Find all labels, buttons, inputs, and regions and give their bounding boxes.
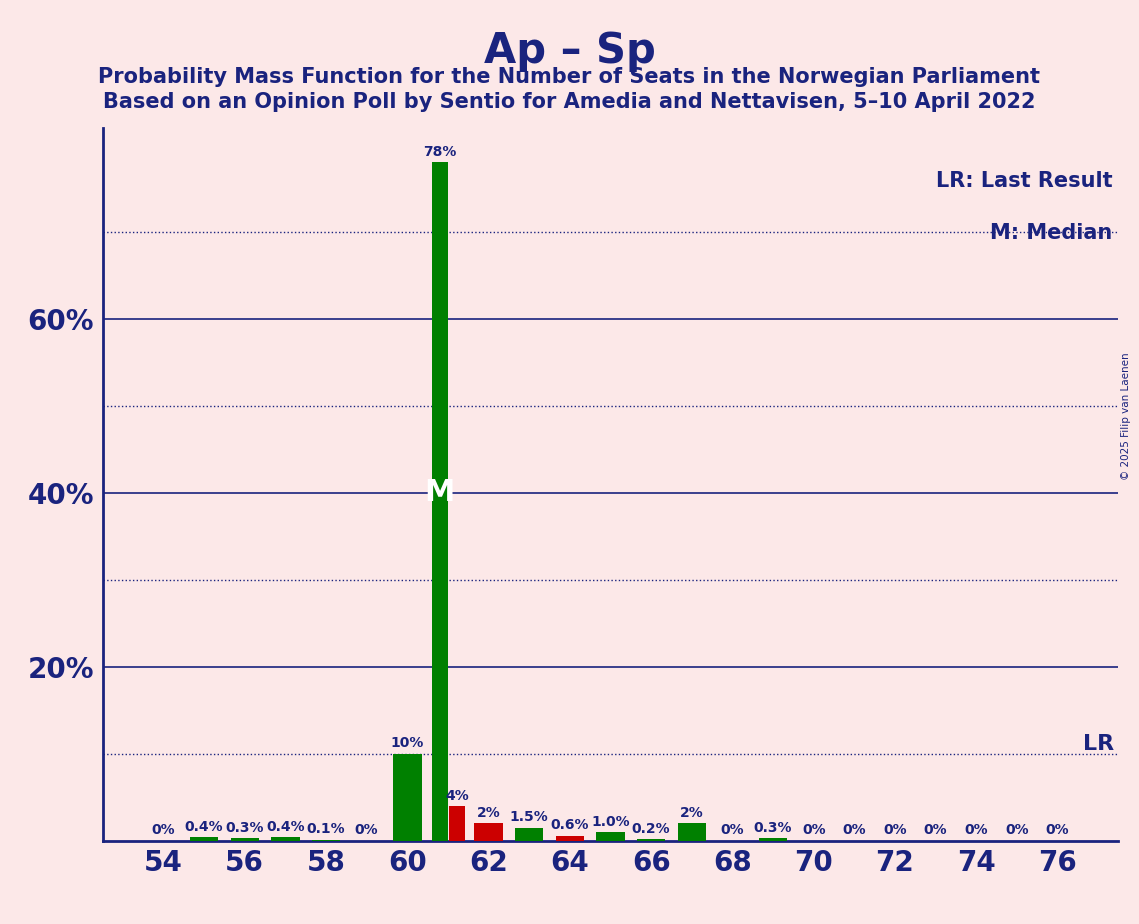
Text: 0%: 0% xyxy=(1046,823,1070,837)
Bar xyxy=(637,839,665,841)
Text: © 2025 Filip van Laenen: © 2025 Filip van Laenen xyxy=(1121,352,1131,480)
Bar xyxy=(190,837,219,841)
Text: 0%: 0% xyxy=(151,823,175,837)
Text: 2%: 2% xyxy=(477,806,500,820)
Text: 0.3%: 0.3% xyxy=(226,821,264,834)
Bar xyxy=(271,837,300,841)
Text: 4%: 4% xyxy=(445,788,469,803)
Bar xyxy=(230,838,259,841)
Text: LR: Last Result: LR: Last Result xyxy=(936,171,1113,191)
Text: 10%: 10% xyxy=(391,736,424,750)
Text: 0%: 0% xyxy=(355,823,378,837)
Text: 0.4%: 0.4% xyxy=(267,820,305,833)
Text: 0%: 0% xyxy=(802,823,826,837)
Text: 0%: 0% xyxy=(721,823,744,837)
Text: M: M xyxy=(425,479,454,507)
Bar xyxy=(449,806,465,841)
Bar xyxy=(556,835,584,841)
Text: 2%: 2% xyxy=(680,806,704,820)
Bar xyxy=(678,823,706,841)
Bar xyxy=(432,163,448,841)
Text: 0%: 0% xyxy=(1005,823,1029,837)
Text: Ap – Sp: Ap – Sp xyxy=(484,30,655,71)
Text: 0.1%: 0.1% xyxy=(306,822,345,836)
Text: 0.3%: 0.3% xyxy=(754,821,793,834)
Text: M: Median: M: Median xyxy=(990,224,1113,243)
Bar xyxy=(474,823,502,841)
Bar xyxy=(393,754,421,841)
Text: 0.4%: 0.4% xyxy=(185,820,223,833)
Bar xyxy=(759,838,787,841)
Text: LR: LR xyxy=(1083,734,1114,754)
Text: Based on an Opinion Poll by Sentio for Amedia and Nettavisen, 5–10 April 2022: Based on an Opinion Poll by Sentio for A… xyxy=(104,92,1035,113)
Text: 0%: 0% xyxy=(924,823,948,837)
Text: 1.5%: 1.5% xyxy=(510,810,549,824)
Text: 0.2%: 0.2% xyxy=(632,821,671,835)
Text: 0%: 0% xyxy=(965,823,988,837)
Text: 78%: 78% xyxy=(423,145,457,159)
Bar xyxy=(515,828,543,841)
Text: 0%: 0% xyxy=(883,823,907,837)
Bar xyxy=(597,833,624,841)
Text: 0.6%: 0.6% xyxy=(550,818,589,833)
Text: Probability Mass Function for the Number of Seats in the Norwegian Parliament: Probability Mass Function for the Number… xyxy=(98,67,1041,87)
Text: 0%: 0% xyxy=(843,823,866,837)
Text: 1.0%: 1.0% xyxy=(591,815,630,829)
